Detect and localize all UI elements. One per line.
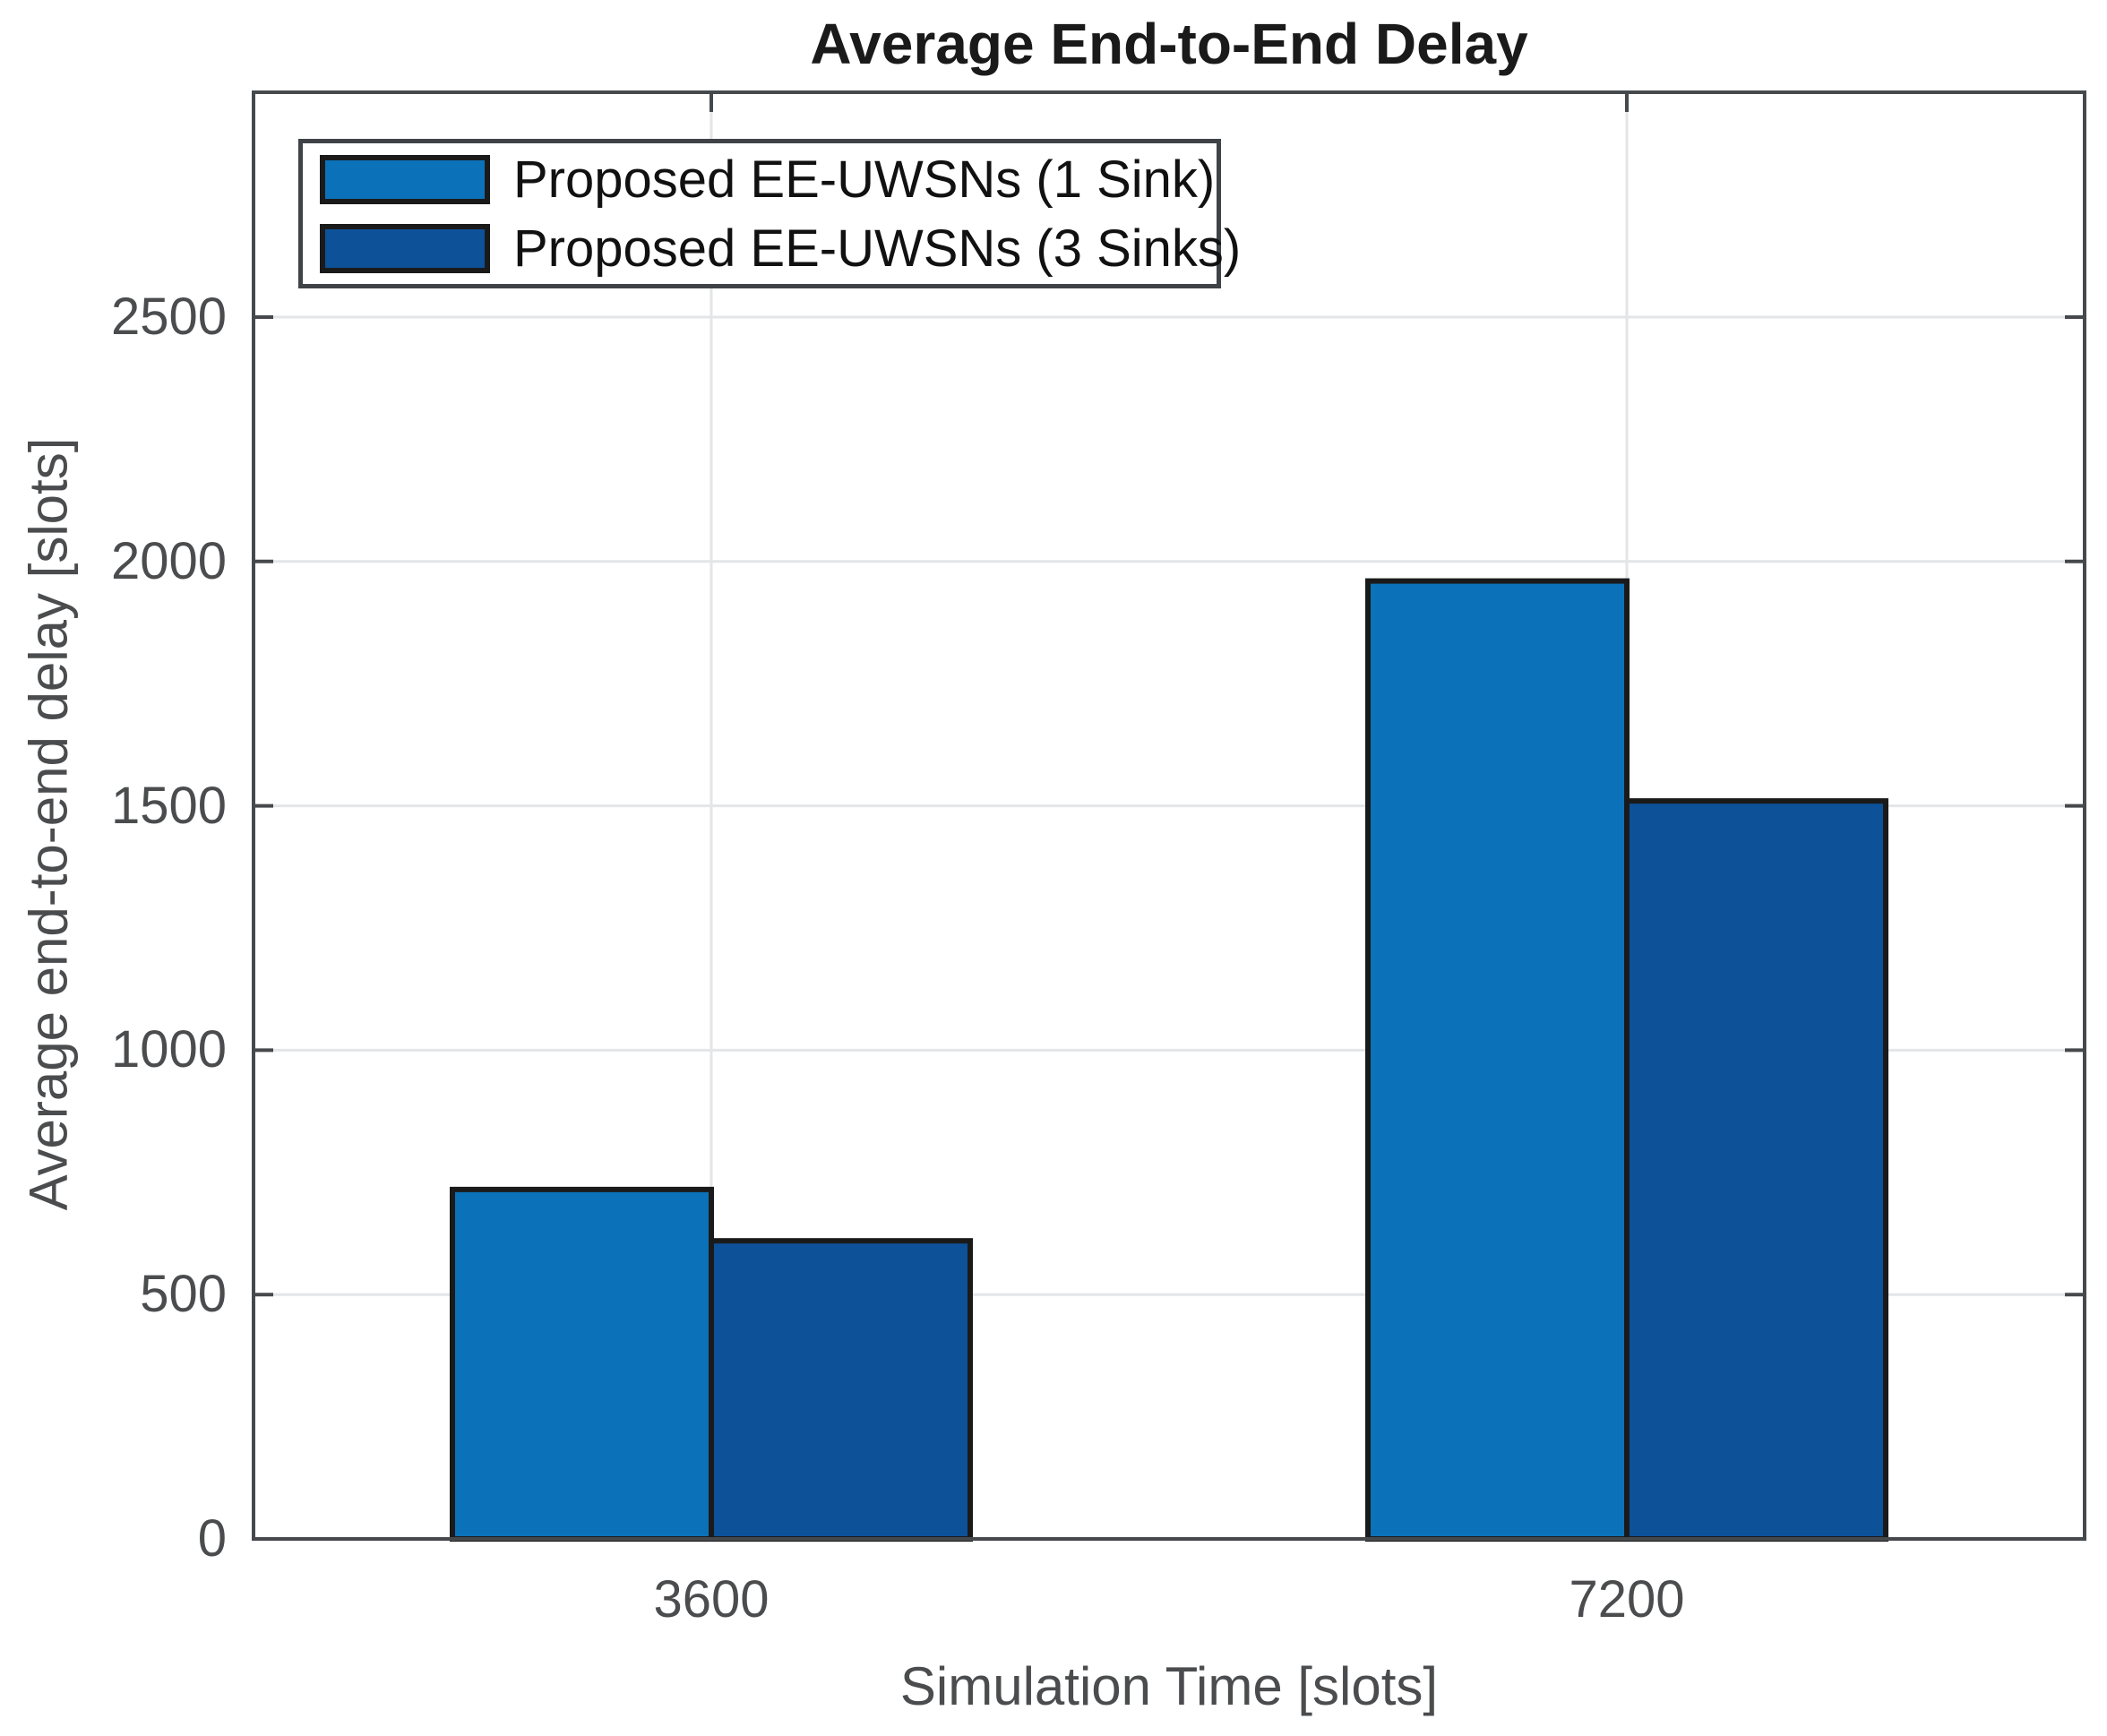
- y-tick-label-0: 0: [197, 1509, 227, 1568]
- legend-label-1-sink: Proposed EE-UWSNs (1 Sink): [513, 150, 1216, 209]
- y-tick-label-1500: 1500: [110, 776, 227, 835]
- bar-7200-series-2: [1624, 798, 1888, 1542]
- y-tick-label-1000: 1000: [110, 1020, 227, 1079]
- y-tick-label-500: 500: [140, 1265, 227, 1324]
- x-axis-label: Simulation Time [slots]: [899, 1656, 1439, 1716]
- x-tick-label-3600: 3600: [653, 1570, 770, 1629]
- legend-swatch-1-sink: [320, 154, 490, 204]
- legend-label-3-sinks: Proposed EE-UWSNs (3 Sinks): [513, 219, 1242, 278]
- x-tick-label-7200: 7200: [1569, 1570, 1685, 1629]
- bar-3600-series-1: [450, 1186, 714, 1543]
- legend-entry-1-sink: Proposed EE-UWSNs (1 Sink): [320, 150, 1217, 210]
- y-tick-label-2500: 2500: [110, 287, 227, 346]
- bar-7200-series-1: [1365, 578, 1630, 1542]
- y-tick-label-2000: 2000: [110, 531, 227, 590]
- legend: Proposed EE-UWSNs (1 Sink) Proposed EE-U…: [298, 139, 1241, 288]
- legend-swatch-3-sinks: [320, 223, 490, 273]
- legend-entry-3-sinks: Proposed EE-UWSNs (3 Sinks): [320, 219, 1241, 279]
- bar-3600-series-2: [709, 1238, 973, 1543]
- axes-box: [252, 90, 2086, 1541]
- chart-title: Average End-to-End Delay: [810, 12, 1528, 76]
